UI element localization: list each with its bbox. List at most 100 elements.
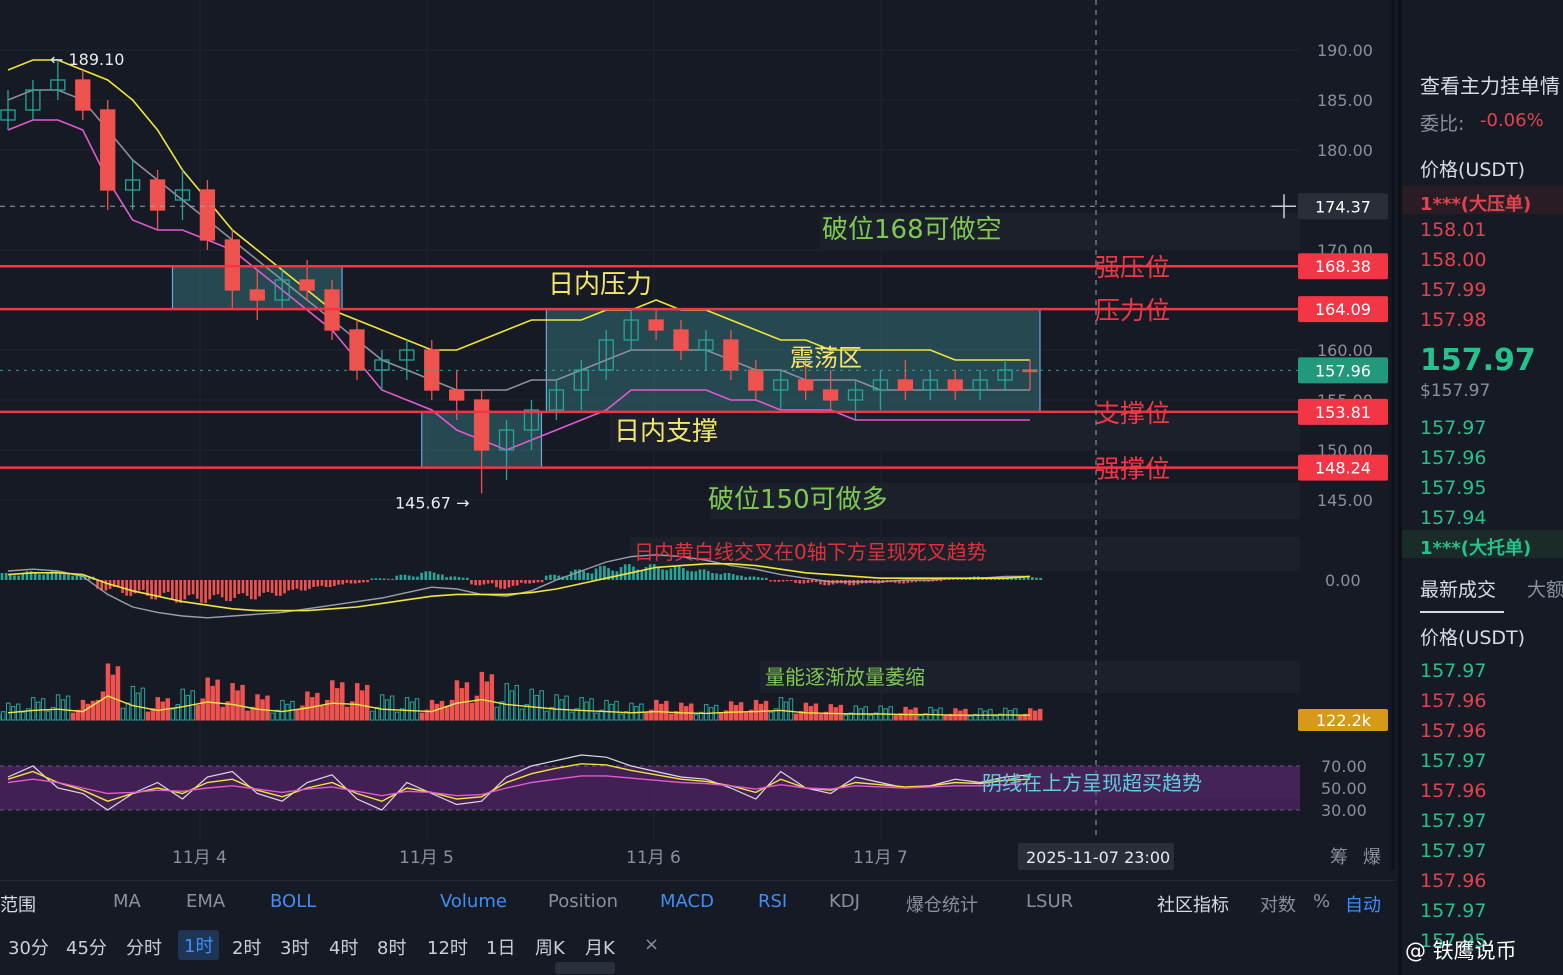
candle-body	[374, 359, 390, 371]
lsur-button[interactable]: LSUR	[1026, 891, 1074, 912]
volume-bar	[1028, 708, 1033, 721]
timeframe-12h[interactable]: 12时	[427, 938, 468, 959]
volume-tag	[1298, 709, 1388, 731]
log-scale-button[interactable]: 对数	[1260, 895, 1296, 916]
macd-histogram-bar	[810, 580, 814, 583]
sidebar-title[interactable]: 查看主力挂单情	[1420, 74, 1560, 98]
macd-histogram-bar	[960, 578, 964, 580]
macd-histogram-bar	[495, 580, 498, 588]
volume-bar	[389, 695, 395, 721]
volume-bar	[255, 694, 260, 721]
liquidation-stats-button[interactable]: 爆仓统计	[906, 895, 978, 916]
bid-row[interactable]: 157.95	[1420, 477, 1487, 499]
tab-large-trades[interactable]: 大额	[1527, 579, 1563, 601]
macd-histogram-bar	[499, 580, 502, 589]
boll-button[interactable]: BOLL	[270, 891, 317, 912]
timeframe-30m[interactable]: 30分	[8, 938, 49, 959]
kdj-button[interactable]: KDJ	[829, 891, 860, 912]
ema-button[interactable]: EMA	[186, 891, 226, 912]
macd-histogram-bar	[690, 571, 693, 580]
macd-histogram-bar	[490, 580, 494, 584]
volume-bar	[175, 704, 180, 721]
position-button[interactable]: Position	[548, 891, 619, 912]
volume-bar	[369, 710, 375, 721]
macd-histogram-bar	[150, 580, 153, 600]
macd-histogram-bar	[0, 573, 4, 580]
macd-histogram-bar	[711, 572, 714, 580]
price-tick-label: 185.00	[1317, 91, 1373, 110]
timeframe-8h[interactable]: 8时	[377, 938, 407, 959]
bid-row[interactable]: 157.94	[1420, 507, 1487, 529]
bid-row[interactable]: 157.97	[1420, 417, 1487, 439]
macd-histogram-bar	[117, 580, 120, 587]
macd-histogram-bar	[195, 580, 199, 599]
timeframe-week[interactable]: 周K	[535, 938, 565, 959]
macd-histogram-bar	[1010, 577, 1013, 580]
macd-histogram-bar	[731, 574, 735, 580]
ask-row[interactable]: 158.00	[1420, 249, 1487, 271]
timeframe-4h[interactable]: 4时	[329, 938, 359, 959]
community-indicators-button[interactable]: 社区指标	[1157, 895, 1229, 916]
volume-button[interactable]: Volume	[440, 891, 507, 912]
timeframe-month[interactable]: 月K	[585, 938, 615, 959]
macd-histogram-bar	[258, 580, 261, 597]
volume-bar	[150, 708, 156, 721]
volume-bar	[793, 713, 799, 721]
macd-histogram-bar	[104, 580, 108, 591]
macd-button[interactable]: MACD	[660, 891, 714, 912]
volume-bar	[449, 699, 455, 721]
ma-button[interactable]: MA	[113, 891, 141, 912]
volume-bar	[679, 702, 684, 721]
macd-histogram-bar	[303, 580, 307, 591]
macd-histogram-bar	[607, 568, 610, 580]
rsi-button[interactable]: RSI	[758, 891, 788, 912]
close-timeframes-icon[interactable]: ×	[644, 934, 660, 955]
timeframe-3h[interactable]: 3时	[280, 938, 310, 959]
annotation-volume: 量能逐渐放量萎缩	[765, 665, 925, 689]
annotation-strip	[710, 483, 1300, 519]
volume-bar	[50, 706, 56, 721]
range-button[interactable]: 范围	[0, 895, 36, 916]
panel-collapse-handle[interactable]	[555, 962, 615, 974]
ask-row[interactable]: 157.99	[1420, 279, 1487, 301]
volume-bar	[340, 682, 345, 721]
macd-histogram-bar	[75, 574, 79, 580]
timeframe-45m[interactable]: 45分	[66, 938, 107, 959]
auto-scale-button[interactable]: 自动	[1345, 895, 1381, 916]
timeframe-1h[interactable]: 1时	[178, 930, 220, 960]
timeframe-2h[interactable]: 2时	[232, 938, 262, 959]
volume-bar	[903, 706, 908, 721]
volume-bar	[105, 663, 111, 721]
macd-histogram-bar	[370, 578, 374, 580]
volume-bar	[494, 706, 500, 721]
volume-bar	[195, 704, 200, 721]
volume-bar	[65, 695, 71, 721]
range-box-label: 震荡区	[790, 344, 862, 372]
volume-bar	[1003, 707, 1008, 721]
macd-histogram-bar	[212, 580, 216, 596]
candle-body	[523, 409, 540, 431]
macd-histogram-bar	[270, 580, 274, 593]
chart-area[interactable]: 强压位 压力位 支撑位 强撑位 ← 189.10 145.67 → 破位168可做空 日内压力…	[0, 0, 1395, 870]
volume-bar	[873, 712, 878, 721]
timeframe-tick[interactable]: 分时	[126, 938, 162, 959]
macd-histogram-bar	[249, 580, 253, 600]
annotation-strip	[980, 768, 1300, 798]
macd-histogram-bar	[1014, 577, 1018, 580]
volume-bar	[320, 705, 325, 721]
macd-histogram-bar	[204, 580, 207, 603]
price-tag-label: 168.38	[1315, 257, 1371, 276]
macd-histogram-bar	[553, 574, 556, 580]
tab-latest-trades[interactable]: 最新成交	[1420, 579, 1497, 601]
timeframe-1d[interactable]: 1日	[486, 938, 516, 959]
macd-histogram-bar	[652, 564, 656, 580]
candle-body	[723, 339, 739, 371]
ask-row[interactable]: 157.98	[1420, 309, 1487, 331]
macd-histogram-bar	[233, 580, 236, 598]
ask-row[interactable]: 158.01	[1420, 219, 1487, 241]
macd-histogram-bar	[706, 571, 710, 580]
percent-scale-button[interactable]: %	[1313, 891, 1331, 912]
bid-row[interactable]: 157.96	[1420, 447, 1487, 469]
macd-histogram-bar	[200, 580, 203, 603]
